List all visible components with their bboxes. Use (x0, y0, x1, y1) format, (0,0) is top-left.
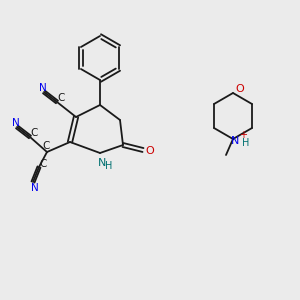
Text: C: C (30, 128, 38, 138)
Text: N: N (98, 158, 106, 168)
Text: N: N (12, 118, 20, 128)
Text: C: C (42, 141, 50, 151)
Text: C: C (39, 159, 47, 169)
Text: N: N (231, 136, 239, 146)
Text: H: H (242, 138, 250, 148)
Text: O: O (146, 146, 154, 156)
Text: C: C (57, 93, 65, 103)
Text: O: O (236, 84, 244, 94)
Text: N: N (31, 183, 39, 193)
Text: H: H (105, 161, 113, 171)
Text: N: N (39, 83, 47, 93)
Text: +: + (239, 130, 247, 140)
